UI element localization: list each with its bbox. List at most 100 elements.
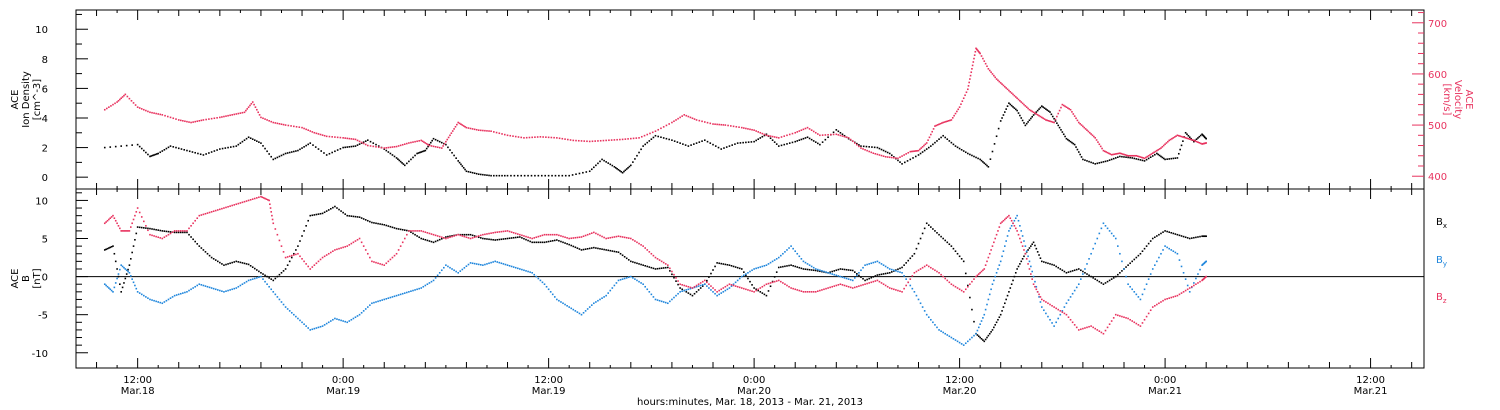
- data-point: [278, 122, 281, 125]
- data-point: [1080, 156, 1083, 158]
- data-point: [690, 144, 692, 146]
- data-point: [523, 235, 525, 237]
- data-point: [391, 226, 394, 229]
- data-point: [1195, 283, 1197, 286]
- data-point: [780, 136, 783, 138]
- data-point: [654, 134, 657, 137]
- data-point: [334, 150, 336, 153]
- data-point: [972, 61, 975, 63]
- data-point: [334, 205, 336, 208]
- data-point: [1084, 128, 1087, 130]
- data-point: [1065, 271, 1068, 274]
- data-point: [984, 264, 987, 266]
- data-point: [997, 127, 1000, 130]
- data-point: [999, 222, 1002, 225]
- legend-by: By: [1436, 255, 1447, 268]
- data-point: [1021, 258, 1024, 260]
- data-point: [1006, 235, 1009, 237]
- data-point: [453, 235, 455, 237]
- data-point: [1184, 236, 1187, 239]
- data-point: [381, 263, 383, 266]
- data-point: [817, 290, 819, 292]
- data-point: [1072, 142, 1075, 145]
- data-point: [960, 289, 963, 292]
- data-point: [652, 267, 655, 270]
- data-point: [843, 135, 846, 138]
- data-point: [921, 306, 924, 308]
- data-point: [1096, 279, 1099, 282]
- data-point: [208, 254, 211, 257]
- data-point: [525, 238, 527, 241]
- data-point: [613, 284, 616, 287]
- data-point: [1198, 142, 1201, 144]
- data-point: [919, 148, 921, 151]
- data-point: [317, 148, 320, 150]
- data-point: [757, 138, 760, 140]
- data-point: [192, 238, 194, 241]
- data-point: [654, 130, 657, 133]
- data-point: [681, 290, 683, 292]
- data-point: [424, 142, 427, 144]
- data-point: [685, 289, 688, 291]
- data-point: [379, 263, 381, 265]
- data-point: [597, 233, 599, 236]
- data-point: [995, 321, 998, 324]
- data-point: [558, 174, 560, 177]
- data-point: [1175, 135, 1177, 137]
- data-point: [823, 270, 825, 273]
- data-point: [804, 291, 807, 293]
- data-point: [221, 263, 223, 265]
- data-point: [1168, 231, 1170, 233]
- data-point: [132, 102, 135, 104]
- data-point: [944, 239, 947, 242]
- data-point: [958, 255, 961, 258]
- data-point: [1188, 136, 1191, 139]
- data-point: [459, 270, 462, 272]
- data-point: [1108, 230, 1111, 232]
- data-point: [829, 286, 831, 289]
- data-point: [903, 154, 905, 156]
- data-point: [1057, 317, 1060, 320]
- data-point: [1162, 157, 1165, 160]
- data-point: [500, 238, 503, 241]
- data-point: [399, 293, 402, 296]
- data-point: [956, 146, 959, 149]
- data-point: [664, 263, 667, 265]
- data-point: [323, 324, 326, 326]
- data-point: [533, 237, 536, 239]
- data-point: [913, 271, 916, 274]
- data-point: [910, 150, 913, 153]
- data-point: [145, 109, 147, 112]
- data-point: [1161, 146, 1164, 148]
- data-point: [309, 130, 312, 132]
- data-point: [927, 316, 930, 319]
- data-point: [794, 250, 797, 253]
- data-point: [391, 146, 394, 148]
- data-point: [1094, 278, 1097, 280]
- data-point: [172, 117, 175, 120]
- data-point: [1100, 227, 1103, 230]
- data-point: [325, 322, 328, 325]
- data-point: [434, 146, 437, 148]
- data-point: [235, 203, 238, 206]
- data-point: [219, 148, 221, 150]
- data-point: [266, 275, 268, 278]
- data-point: [646, 141, 649, 144]
- data-point: [356, 144, 359, 146]
- data-point: [293, 150, 295, 153]
- data-point: [998, 316, 1001, 319]
- data-point: [935, 124, 938, 127]
- data-point: [570, 237, 573, 240]
- data-point: [1067, 107, 1069, 109]
- data-point: [930, 226, 932, 228]
- data-point: [780, 266, 782, 268]
- data-point: [673, 276, 675, 279]
- data-point: [1017, 98, 1020, 101]
- data-point: [443, 143, 446, 145]
- data-point: [457, 233, 460, 236]
- data-point: [243, 282, 246, 284]
- data-point: [1186, 237, 1189, 239]
- data-point: [646, 133, 649, 136]
- data-point: [945, 120, 947, 123]
- data-point: [535, 275, 538, 278]
